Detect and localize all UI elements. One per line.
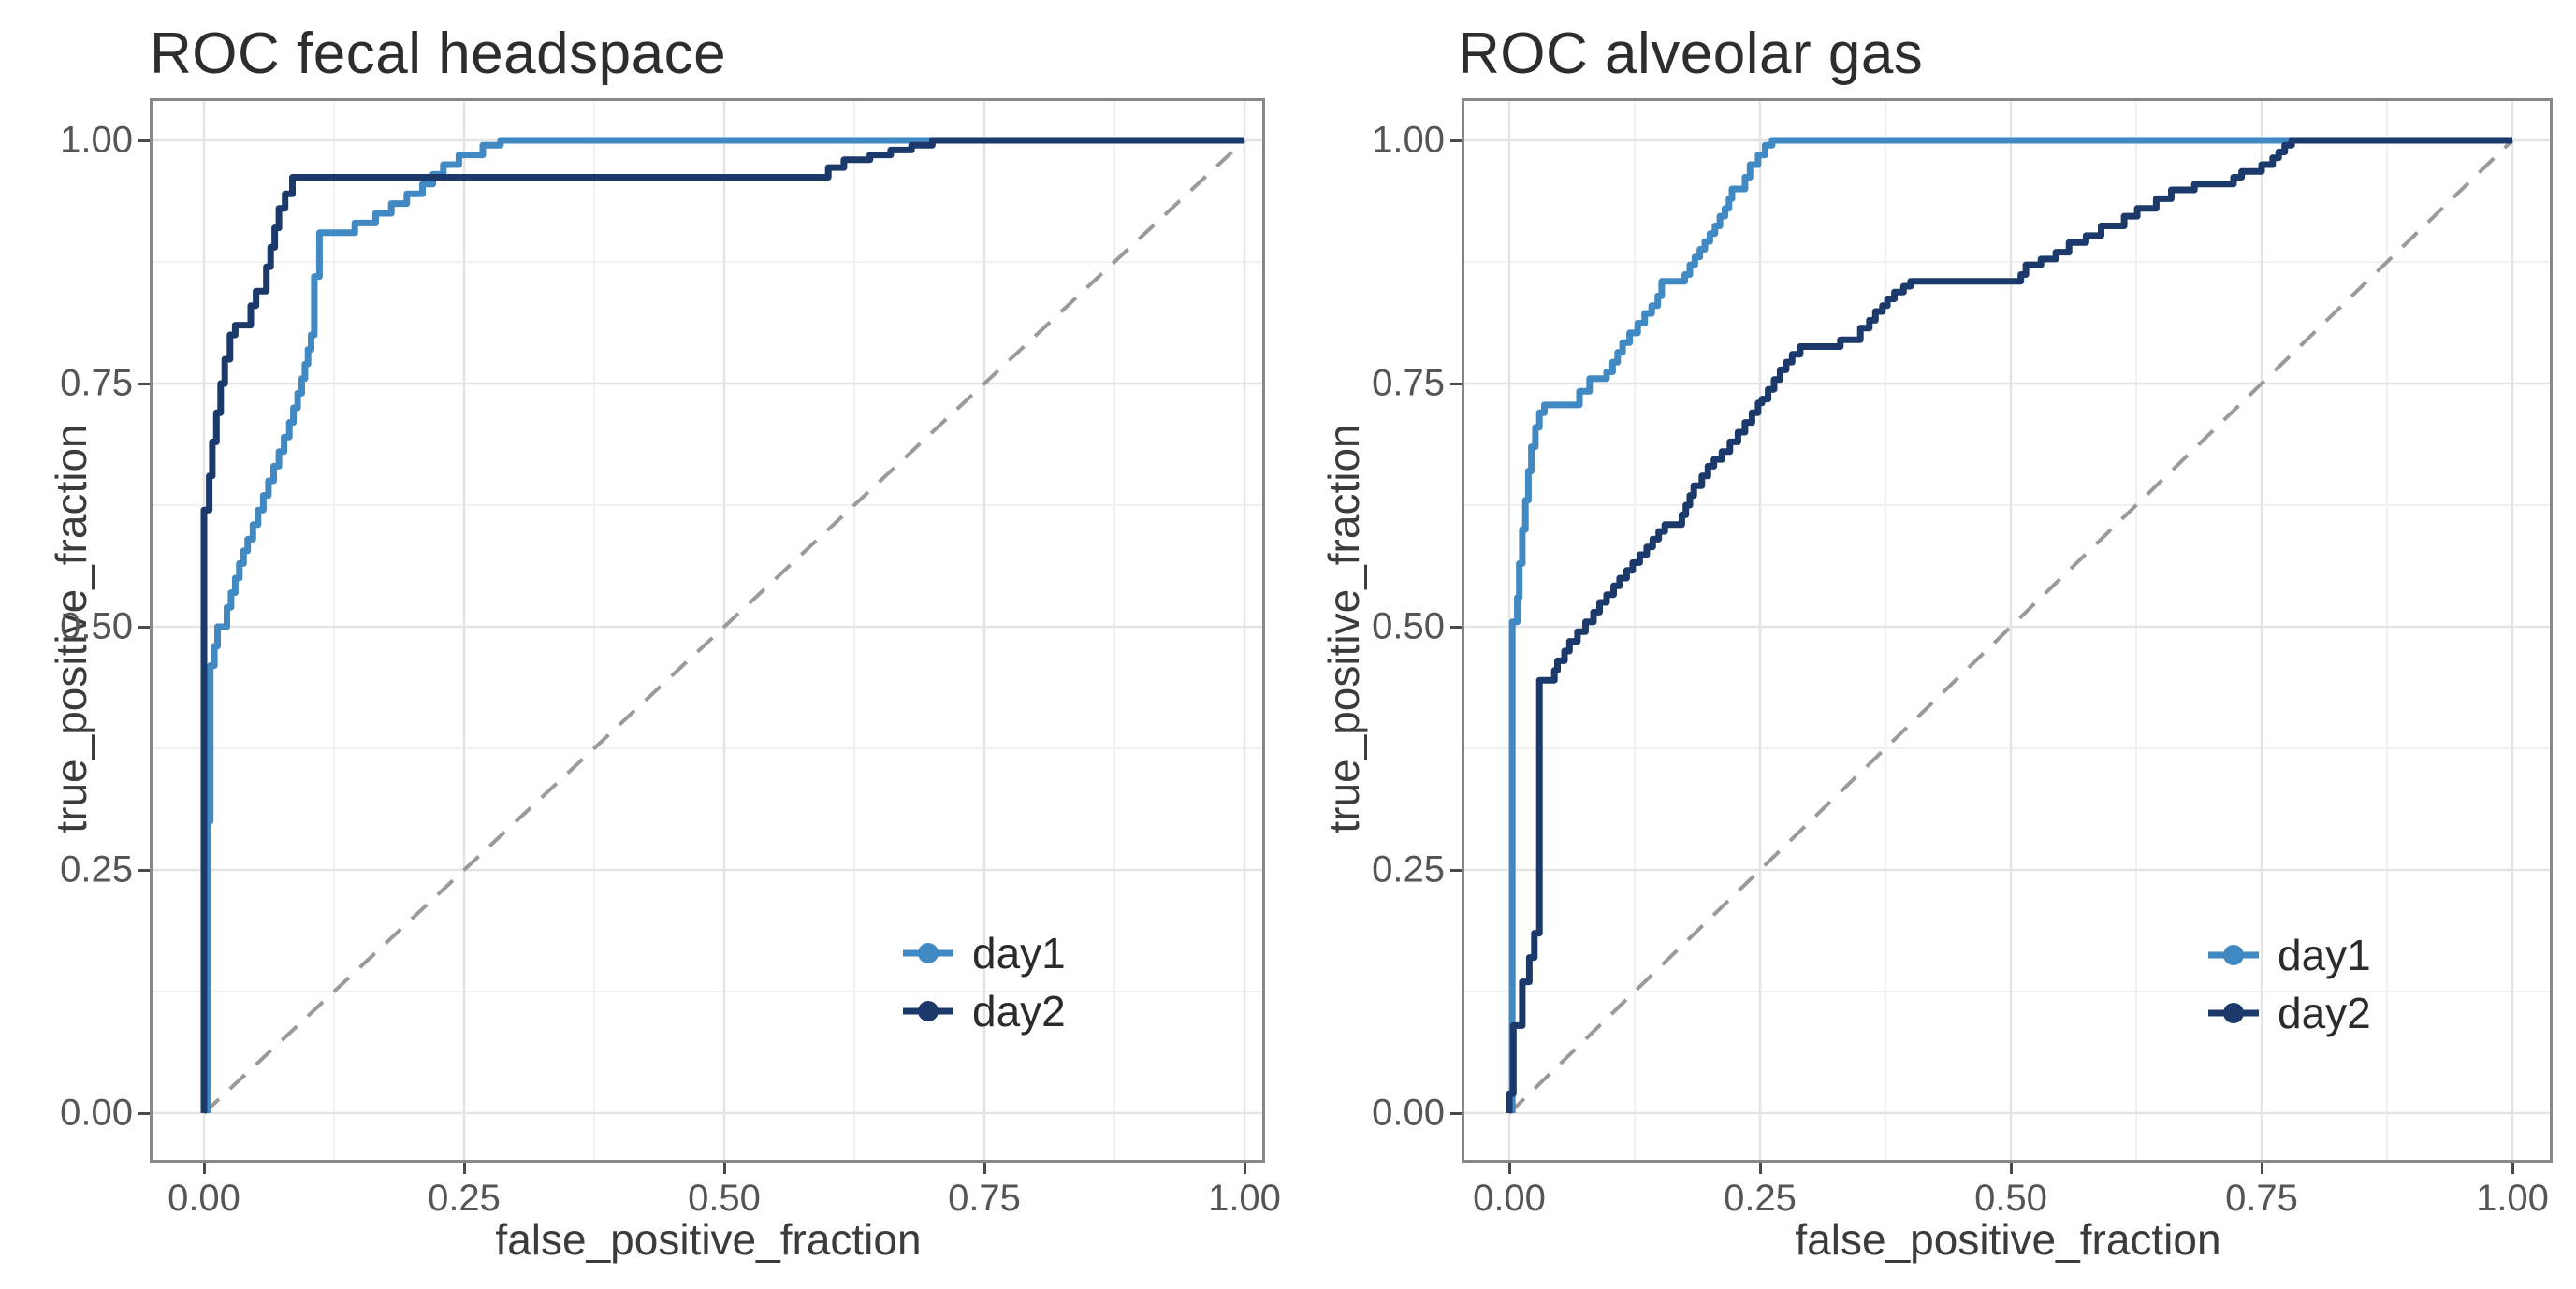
legend-item-day1: day1 [901, 926, 1066, 980]
x-tick-label: 0.50 [688, 1178, 761, 1219]
y-tick-label: 0.50 [60, 605, 133, 647]
x-tick-mark [1243, 1163, 1246, 1174]
y-tick-mark [1450, 868, 1462, 872]
x-axis-label: false_positive_fraction [495, 1215, 922, 1264]
y-tick-label: 0.75 [60, 362, 133, 404]
y-tick-mark [1450, 1111, 1462, 1115]
x-tick-label: 0.50 [1974, 1178, 2047, 1219]
y-tick-label: 0.00 [1372, 1092, 1445, 1134]
y-tick-label: 1.00 [1372, 119, 1445, 161]
x-tick-mark [202, 1163, 206, 1174]
y-tick-label: 1.00 [60, 119, 133, 161]
x-tick-mark [1507, 1163, 1511, 1174]
legend-label-day1: day1 [2278, 931, 2371, 979]
y-tick-label: 0.25 [1372, 848, 1445, 891]
x-tick-mark [982, 1163, 986, 1174]
y-tick-mark [138, 382, 150, 385]
x-tick-mark [1758, 1163, 1762, 1174]
legend: day1 day2 [2206, 928, 2371, 1044]
legend-label-day1: day1 [972, 929, 1066, 978]
y-tick-mark [1450, 625, 1462, 629]
y-tick-label: 0.50 [1372, 605, 1445, 647]
y-tick-mark [138, 1111, 150, 1115]
x-tick-label: 1.00 [2476, 1178, 2549, 1219]
x-tick-label: 0.75 [2225, 1178, 2298, 1219]
y-tick-mark [1450, 138, 1462, 142]
y-tick-mark [1450, 382, 1462, 385]
y-tick-mark [138, 625, 150, 629]
y-tick-mark [138, 138, 150, 142]
x-tick-label: 1.00 [1208, 1178, 1281, 1219]
y-axis-label: true_positive_fraction [1319, 424, 1368, 833]
y-tick-mark [138, 868, 150, 872]
legend-label-day2: day2 [2278, 989, 2371, 1037]
page-title: ROC alveolar gas [1458, 22, 1924, 86]
x-tick-mark [462, 1163, 466, 1174]
day1-line-swatch-icon [2206, 943, 2261, 967]
roc-curves-svg [150, 98, 1265, 1163]
y-tick-label: 0.00 [60, 1092, 133, 1134]
x-tick-label: 0.75 [948, 1178, 1021, 1219]
x-tick-mark [2260, 1163, 2263, 1174]
page-title: ROC fecal headspace [150, 22, 727, 86]
y-tick-label: 0.75 [1372, 362, 1445, 404]
x-tick-mark [722, 1163, 726, 1174]
x-tick-mark [2009, 1163, 2013, 1174]
x-tick-label: 0.25 [428, 1178, 501, 1219]
x-tick-mark [2511, 1163, 2514, 1174]
day2-line-swatch-icon [901, 999, 955, 1023]
plot-area: 0.00 0.25 0.50 0.75 1.00 0.00 0.25 0.50 0.75 1.00 [1372, 98, 2553, 1219]
legend-item-day2: day2 [901, 984, 1066, 1038]
x-tick-label: 0.00 [167, 1178, 240, 1219]
legend-item-day1: day1 [2206, 928, 2371, 982]
x-axis-label: false_positive_fraction [1795, 1215, 2221, 1264]
legend-item-day2: day2 [2206, 986, 2371, 1040]
legend: day1 day2 [901, 926, 1066, 1042]
x-tick-label: 0.25 [1724, 1178, 1797, 1219]
x-tick-label: 0.00 [1473, 1178, 1546, 1219]
plot-area: 0.00 0.25 0.50 0.75 1.00 0.00 0.25 0.50 0.75 1.00 [60, 98, 1281, 1219]
day1-line-swatch-icon [901, 941, 955, 965]
day2-line-swatch-icon [2206, 1001, 2261, 1025]
roc-curves-svg [1462, 98, 2553, 1163]
legend-label-day2: day2 [972, 987, 1066, 1036]
y-tick-label: 0.25 [60, 848, 133, 891]
